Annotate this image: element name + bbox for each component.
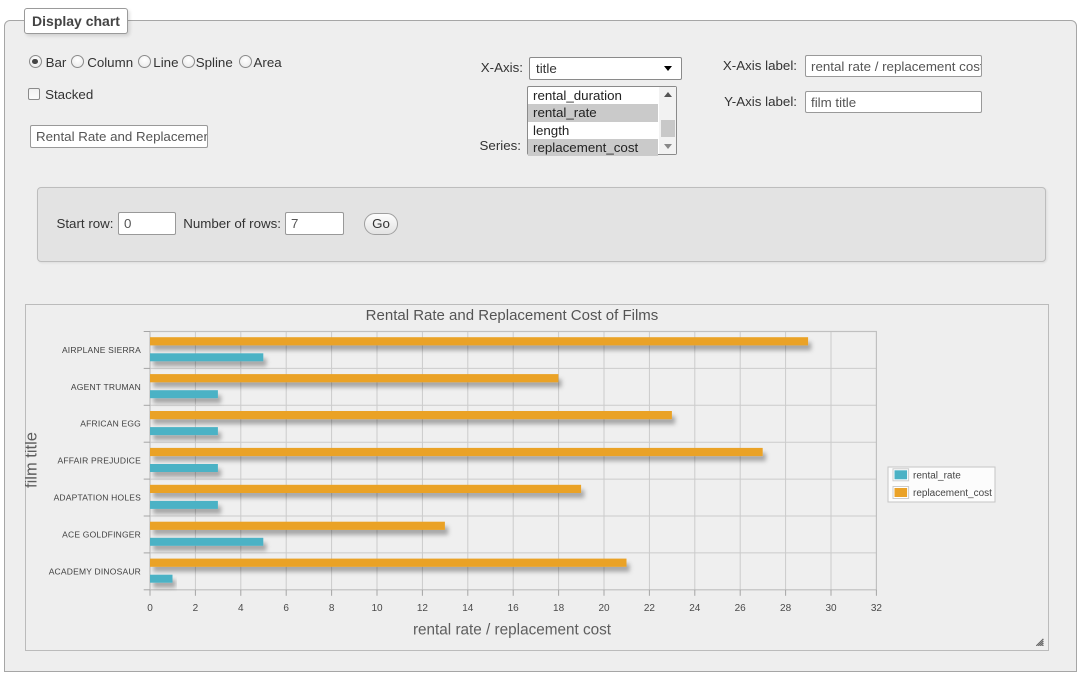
svg-text:24: 24 — [689, 603, 701, 614]
svg-text:28: 28 — [780, 603, 792, 614]
svg-text:rental rate / replacement cost: rental rate / replacement cost — [413, 622, 612, 639]
svg-text:6: 6 — [283, 603, 289, 614]
svg-text:16: 16 — [508, 603, 520, 614]
svg-text:30: 30 — [825, 603, 837, 614]
svg-text:rental_rate: rental_rate — [913, 471, 961, 482]
svg-text:0: 0 — [147, 603, 153, 614]
svg-text:8: 8 — [329, 603, 335, 614]
svg-text:26: 26 — [735, 603, 747, 614]
svg-text:AFRICAN EGG: AFRICAN EGG — [80, 419, 141, 429]
svg-text:10: 10 — [371, 603, 383, 614]
svg-text:ADAPTATION HOLES: ADAPTATION HOLES — [54, 493, 142, 503]
svg-text:12: 12 — [417, 603, 429, 614]
svg-text:4: 4 — [238, 603, 244, 614]
svg-text:2: 2 — [193, 603, 199, 614]
svg-text:14: 14 — [462, 603, 474, 614]
svg-text:film title: film title — [25, 432, 41, 488]
svg-text:ACE GOLDFINGER: ACE GOLDFINGER — [62, 529, 141, 539]
svg-text:replacement_cost: replacement_cost — [913, 488, 992, 499]
svg-text:AIRPLANE SIERRA: AIRPLANE SIERRA — [62, 345, 141, 355]
svg-text:32: 32 — [871, 603, 883, 614]
svg-text:ACADEMY DINOSAUR: ACADEMY DINOSAUR — [49, 566, 141, 576]
svg-text:18: 18 — [553, 603, 565, 614]
svg-text:20: 20 — [598, 603, 610, 614]
svg-text:AGENT TRUMAN: AGENT TRUMAN — [71, 382, 141, 392]
svg-text:Rental Rate and Replacement Co: Rental Rate and Replacement Cost of Film… — [366, 307, 659, 324]
svg-text:AFFAIR PREJUDICE: AFFAIR PREJUDICE — [58, 456, 142, 466]
svg-text:22: 22 — [644, 603, 656, 614]
